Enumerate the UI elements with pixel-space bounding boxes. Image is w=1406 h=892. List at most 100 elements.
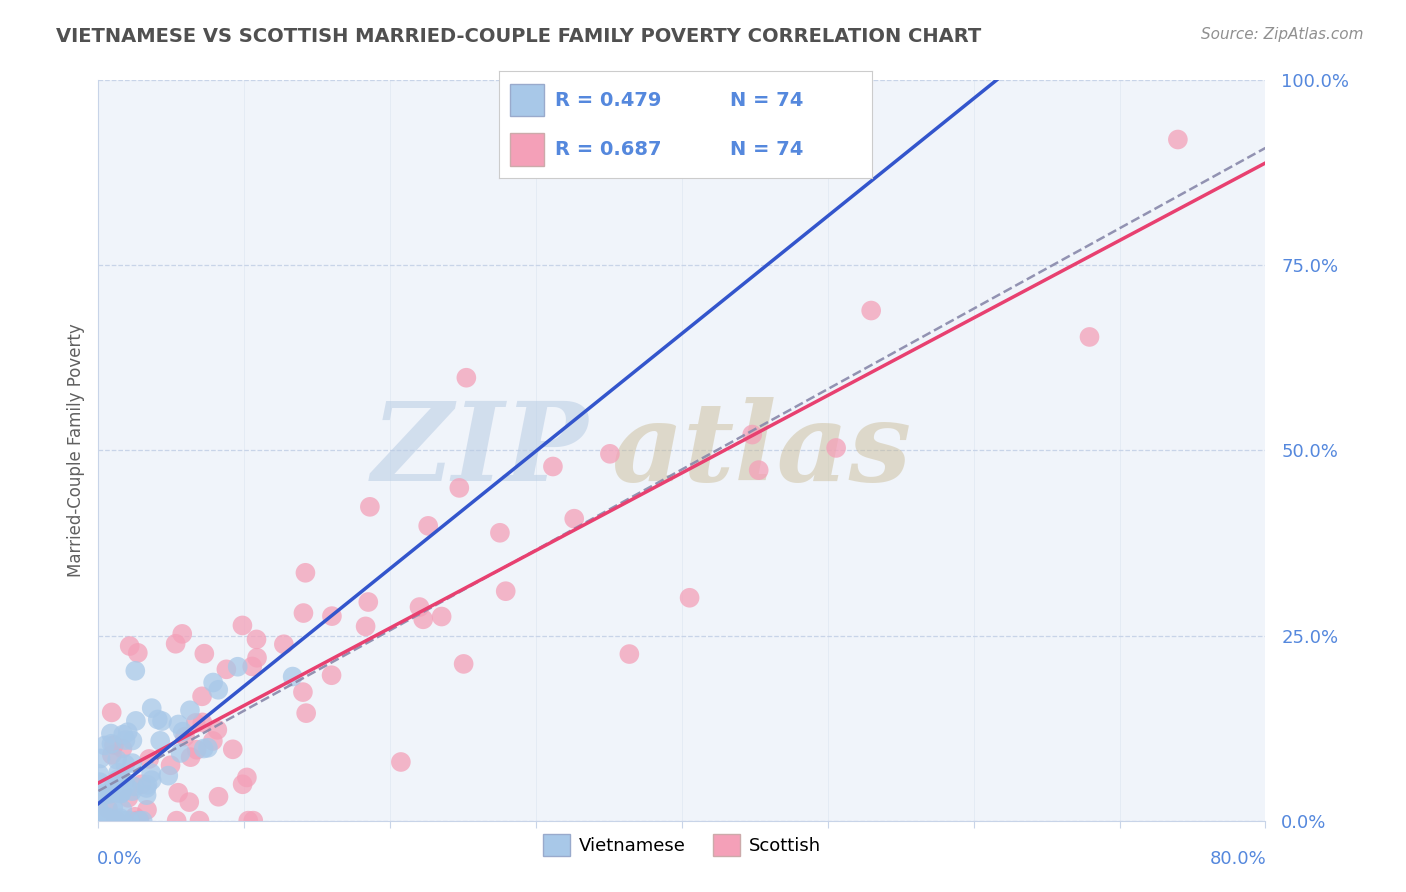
Vietnamese (135, 788, 157, 802)
Scottish (105, 814, 128, 828)
Vietnamese (141, 773, 163, 788)
Vietnamese (111, 814, 134, 828)
Scottish (599, 447, 621, 461)
Scottish (541, 459, 564, 474)
Vietnamese (89, 814, 111, 828)
Vietnamese (197, 740, 219, 755)
Legend: Vietnamese, Scottish: Vietnamese, Scottish (536, 827, 828, 863)
Scottish (111, 741, 134, 756)
Scottish (167, 786, 190, 800)
Vietnamese (179, 703, 201, 717)
Vietnamese (169, 746, 191, 760)
Scottish (240, 659, 263, 673)
Scottish (180, 750, 202, 764)
Scottish (165, 637, 187, 651)
Scottish (678, 591, 700, 605)
Vietnamese (207, 682, 229, 697)
Vietnamese (121, 733, 143, 747)
Scottish (825, 441, 848, 455)
Scottish (238, 814, 260, 828)
Scottish (231, 618, 253, 632)
Bar (510, 134, 544, 166)
Vietnamese (104, 786, 127, 800)
Scottish (389, 755, 412, 769)
Text: N = 74: N = 74 (730, 140, 803, 159)
Scottish (418, 519, 440, 533)
Vietnamese (89, 775, 111, 789)
Scottish (191, 690, 214, 704)
Vietnamese (101, 814, 124, 828)
Vietnamese (89, 814, 111, 828)
Text: N = 74: N = 74 (730, 91, 803, 110)
Vietnamese (146, 713, 169, 727)
Scottish (103, 738, 125, 752)
Scottish (207, 789, 229, 804)
Vietnamese (112, 774, 135, 789)
Vietnamese (87, 767, 110, 781)
Vietnamese (110, 778, 132, 792)
Bar (510, 84, 544, 116)
Scottish (125, 814, 148, 828)
Scottish (201, 734, 224, 748)
Text: Source: ZipAtlas.com: Source: ZipAtlas.com (1201, 27, 1364, 42)
Scottish (124, 810, 146, 824)
Scottish (186, 742, 208, 756)
Vietnamese (87, 802, 110, 816)
Vietnamese (111, 784, 134, 798)
Scottish (291, 685, 314, 699)
Scottish (449, 481, 471, 495)
Scottish (1167, 132, 1189, 146)
Scottish (408, 600, 430, 615)
Vietnamese (193, 741, 215, 756)
Scottish (127, 646, 149, 660)
Scottish (193, 647, 215, 661)
Scottish (860, 303, 883, 318)
Scottish (128, 814, 150, 828)
Scottish (138, 752, 160, 766)
Scottish (207, 723, 229, 737)
Vietnamese (105, 753, 128, 767)
Scottish (174, 730, 197, 744)
Scottish (246, 650, 269, 665)
Vietnamese (121, 784, 143, 798)
Scottish (354, 619, 377, 633)
Scottish (184, 715, 207, 730)
Vietnamese (107, 814, 129, 828)
Text: VIETNAMESE VS SCOTTISH MARRIED-COUPLE FAMILY POVERTY CORRELATION CHART: VIETNAMESE VS SCOTTISH MARRIED-COUPLE FA… (56, 27, 981, 45)
Scottish (495, 584, 517, 599)
Scottish (191, 715, 214, 730)
Scottish (236, 771, 259, 785)
Scottish (741, 427, 763, 442)
Scottish (104, 814, 127, 828)
Vietnamese (93, 813, 115, 827)
Vietnamese (107, 772, 129, 787)
Vietnamese (117, 725, 139, 739)
Vietnamese (93, 788, 115, 802)
Scottish (101, 747, 124, 762)
Scottish (748, 463, 770, 477)
Vietnamese (136, 778, 159, 792)
Scottish (117, 790, 139, 805)
Vietnamese (110, 786, 132, 800)
Scottish (188, 814, 211, 828)
Scottish (245, 632, 267, 647)
Vietnamese (150, 714, 173, 728)
Vietnamese (202, 675, 225, 690)
Text: atlas: atlas (612, 397, 912, 504)
Vietnamese (107, 765, 129, 780)
Vietnamese (100, 726, 122, 740)
Scottish (292, 606, 315, 620)
Scottish (136, 803, 159, 817)
Vietnamese (110, 811, 132, 825)
Vietnamese (114, 757, 136, 772)
Scottish (359, 500, 381, 514)
Scottish (215, 662, 238, 676)
Scottish (489, 525, 512, 540)
Scottish (131, 777, 153, 791)
Vietnamese (118, 814, 141, 828)
Scottish (273, 637, 295, 651)
Scottish (294, 566, 316, 580)
Scottish (97, 802, 120, 816)
Vietnamese (226, 659, 249, 673)
Vietnamese (135, 780, 157, 795)
